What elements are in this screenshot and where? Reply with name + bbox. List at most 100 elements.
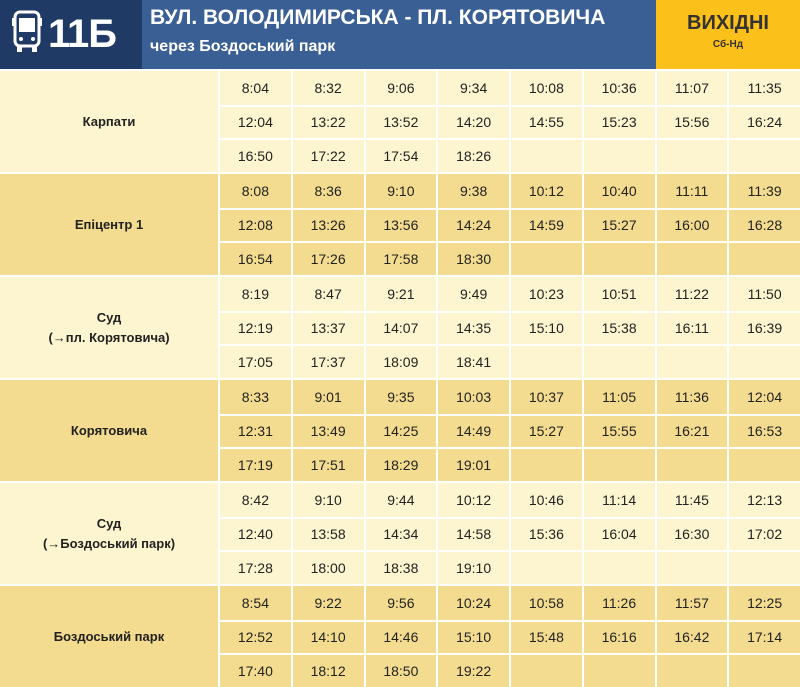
stop-name-line: Боздоський парк xyxy=(53,628,165,644)
time-cell: 16:21 xyxy=(654,413,728,448)
time-cell: 8:32 xyxy=(290,71,364,105)
time-cell: 15:55 xyxy=(581,413,655,448)
time-cell: 9:49 xyxy=(436,277,509,311)
time-cell xyxy=(581,138,655,172)
time-cell: 14:58 xyxy=(436,516,509,551)
time-cell: 13:49 xyxy=(290,413,364,448)
time-cell: 13:52 xyxy=(363,104,437,139)
days-range: Сб-Нд xyxy=(712,39,744,50)
time-cell: 16:04 xyxy=(581,516,655,551)
stop-name-line: Корятовича xyxy=(70,422,148,438)
stop-group: Суд (→пл. Корятовича) 8:19 8:47 9:21 9:49 10:2… xyxy=(0,275,800,378)
time-cell: 15:56 xyxy=(654,104,728,139)
time-cell xyxy=(581,447,655,481)
stop-name-line: Карпати xyxy=(82,113,136,129)
time-cell: 10:51 xyxy=(581,277,655,311)
time-cell: 9:56 xyxy=(363,586,437,620)
time-cell: 12:25 xyxy=(727,586,800,620)
stop-name-line: Суд xyxy=(96,309,122,325)
time-cell: 11:11 xyxy=(654,174,728,208)
time-cell: 9:21 xyxy=(363,277,437,311)
time-cell: 9:22 xyxy=(290,586,364,620)
time-cell: 8:08 xyxy=(218,174,291,208)
time-cell xyxy=(727,344,800,378)
time-cell: 11:07 xyxy=(654,71,728,105)
stop-name: Суд (→пл. Корятовича) xyxy=(0,277,218,378)
time-cell xyxy=(509,447,582,481)
stop-group: Карпати 8:04 8:32 9:06 9:34 10:08 10:36 11:07 11… xyxy=(0,69,800,172)
time-cell xyxy=(727,550,800,584)
time-cell: 10:24 xyxy=(436,586,509,620)
time-cell xyxy=(509,653,582,687)
time-cell: 16:53 xyxy=(727,413,800,448)
time-cell: 14:35 xyxy=(436,310,509,345)
time-cell: 8:54 xyxy=(218,586,291,620)
time-cell: 9:10 xyxy=(290,483,364,517)
time-cell xyxy=(654,344,728,378)
time-cell: 8:33 xyxy=(218,380,291,414)
time-cell: 17:14 xyxy=(727,619,800,654)
time-cell: 16:24 xyxy=(727,104,800,139)
route-title: ВУЛ. ВОЛОДИМИРСЬКА - ПЛ. КОРЯТОВИЧА xyxy=(150,6,606,29)
stop-times: 8:04 8:32 9:06 9:34 10:08 10:36 11:07 11:35 12:0… xyxy=(218,71,800,172)
stop-times: 8:54 9:22 9:56 10:24 10:58 11:26 11:57 12:25 12:… xyxy=(218,586,800,687)
time-cell xyxy=(581,241,655,275)
time-cell: 12:19 xyxy=(218,310,291,345)
time-cell xyxy=(654,550,728,584)
time-cell: 14:55 xyxy=(509,104,582,139)
time-cell: 17:19 xyxy=(218,447,291,481)
time-cell: 8:47 xyxy=(290,277,364,311)
time-cell: 11:35 xyxy=(727,71,800,105)
time-cell: 10:12 xyxy=(509,174,582,208)
time-cell: 11:26 xyxy=(581,586,655,620)
time-cell xyxy=(509,550,582,584)
time-cell: 17:58 xyxy=(363,241,437,275)
time-cell: 18:38 xyxy=(363,550,437,584)
day-type-box: ВИХІДНІ Сб-Нд xyxy=(656,0,800,69)
stop-times: 8:08 8:36 9:10 9:38 10:12 10:40 11:11 11:39 12:0… xyxy=(218,174,800,275)
day-type: ВИХІДНІ xyxy=(687,12,769,34)
time-cell: 9:10 xyxy=(363,174,437,208)
time-cell: 8:19 xyxy=(218,277,291,311)
time-cell: 8:04 xyxy=(218,71,291,105)
time-cell: 15:27 xyxy=(581,207,655,242)
time-cell xyxy=(509,241,582,275)
time-cell: 15:23 xyxy=(581,104,655,139)
time-cell: 11:22 xyxy=(654,277,728,311)
time-cell: 18:12 xyxy=(290,653,364,687)
time-cell: 17:28 xyxy=(218,550,291,584)
time-cell: 18:50 xyxy=(363,653,437,687)
time-cell: 15:10 xyxy=(436,619,509,654)
time-cell: 10:23 xyxy=(509,277,582,311)
time-cell: 12:13 xyxy=(727,483,800,517)
time-cell: 19:10 xyxy=(436,550,509,584)
time-cell: 9:01 xyxy=(290,380,364,414)
time-cell: 14:25 xyxy=(363,413,437,448)
time-cell: 16:28 xyxy=(727,207,800,242)
time-cell: 10:36 xyxy=(581,71,655,105)
stop-name-line: (→Боздоський парк) xyxy=(42,535,176,551)
time-cell: 17:02 xyxy=(727,516,800,551)
time-cell: 9:06 xyxy=(363,71,437,105)
time-cell: 15:10 xyxy=(509,310,582,345)
time-cell xyxy=(509,138,582,172)
time-cell: 14:46 xyxy=(363,619,437,654)
time-cell xyxy=(654,447,728,481)
stop-name: Корятовича xyxy=(0,380,218,481)
time-cell: 12:40 xyxy=(218,516,291,551)
schedule-header: 11Б ВУЛ. ВОЛОДИМИРСЬКА - ПЛ. КОРЯТОВИЧА … xyxy=(0,0,800,69)
time-cell: 12:31 xyxy=(218,413,291,448)
time-cell: 9:38 xyxy=(436,174,509,208)
stop-name-line: Епіцентр 1 xyxy=(74,216,144,232)
time-cell: 10:58 xyxy=(509,586,582,620)
time-cell: 17:26 xyxy=(290,241,364,275)
time-cell: 18:41 xyxy=(436,344,509,378)
time-cell: 12:04 xyxy=(727,380,800,414)
time-cell: 11:50 xyxy=(727,277,800,311)
time-cell: 8:42 xyxy=(218,483,291,517)
time-cell: 18:09 xyxy=(363,344,437,378)
time-cell: 18:30 xyxy=(436,241,509,275)
time-cell: 16:16 xyxy=(581,619,655,654)
stop-name: Суд (→Боздоський парк) xyxy=(0,483,218,584)
time-cell: 16:11 xyxy=(654,310,728,345)
